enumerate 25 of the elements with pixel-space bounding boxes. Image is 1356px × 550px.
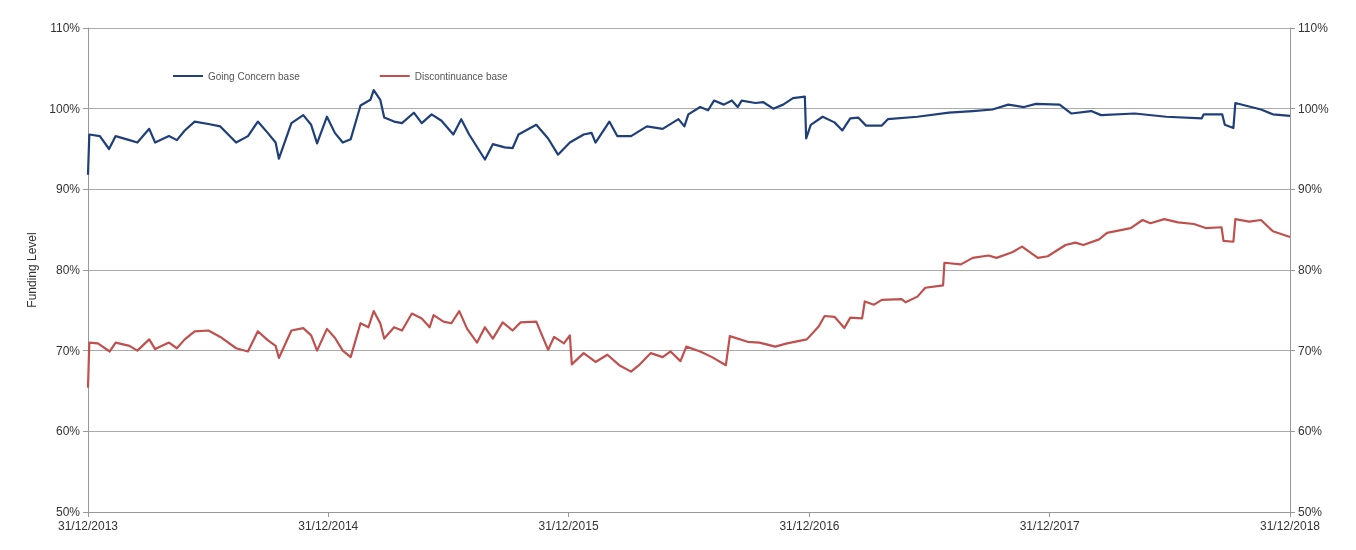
x-tick-label: 31/12/2018 bbox=[1259, 519, 1321, 533]
y2-tick-label: 60% bbox=[1298, 424, 1323, 439]
x-tick-label: 31/12/2014 bbox=[298, 519, 359, 533]
y2-tick-label: 70% bbox=[1298, 343, 1323, 358]
y2-tick-label: 90% bbox=[1298, 182, 1323, 197]
y-tick-label: 60% bbox=[55, 424, 81, 439]
y-tick-label: 90% bbox=[55, 182, 81, 197]
x-tick-label: 31/12/2015 bbox=[538, 519, 599, 533]
legend-label: Going Concern base bbox=[208, 70, 301, 82]
y2-tick-label: 100% bbox=[1298, 101, 1330, 116]
line-series bbox=[86, 218, 1292, 389]
y2-tick-label: 50% bbox=[1298, 505, 1323, 519]
y-tick-label: 50% bbox=[55, 505, 81, 519]
y-tick-label: 80% bbox=[55, 263, 81, 277]
x-tick-label: 31/12/2013 bbox=[57, 519, 119, 533]
y2-tick-label: 110% bbox=[1298, 21, 1329, 35]
y-tick-label: 70% bbox=[55, 343, 81, 358]
y-tick-label: 100% bbox=[49, 101, 81, 116]
y2-tick-label: 80% bbox=[1298, 263, 1323, 277]
y-tick-label: 110% bbox=[50, 21, 81, 35]
y-axis-title: Funding Level bbox=[25, 232, 40, 308]
x-tick-label: 31/12/2017 bbox=[1019, 519, 1081, 533]
line-series bbox=[86, 89, 1292, 176]
legend-label: Discontinuance base bbox=[414, 70, 508, 82]
x-tick-label: 31/12/2016 bbox=[779, 519, 840, 533]
